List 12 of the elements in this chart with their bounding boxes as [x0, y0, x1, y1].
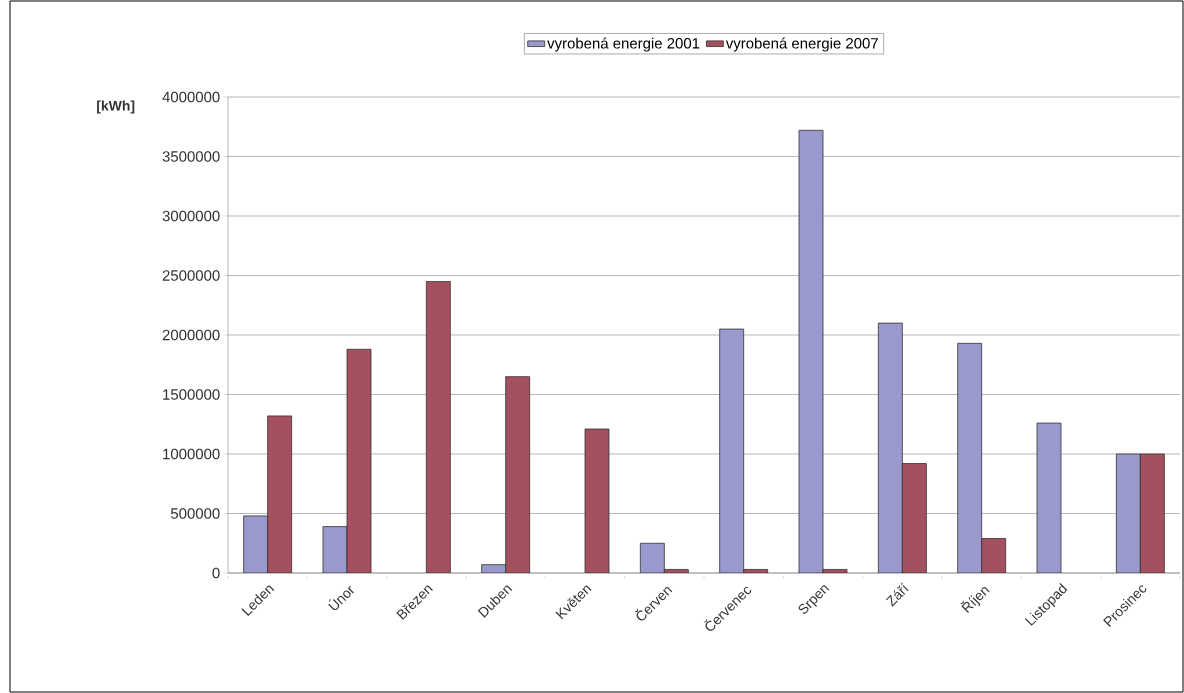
y-tick-label: 3000000 — [162, 210, 220, 222]
y-tick-label: 3500000 — [162, 151, 220, 162]
y-tick-label: 500000 — [170, 508, 220, 519]
y-tick-label: 1000000 — [163, 448, 220, 460]
legend-label: vyrobená energie 2001 — [547, 37, 700, 52]
y-tick-label: 2000000 — [162, 329, 220, 341]
y-tick-label: 0 — [212, 567, 220, 579]
y-axis-title: [kWh] — [97, 100, 135, 114]
y-tick-label: 1500000 — [163, 389, 220, 400]
legend-label: vyrobená energie 2007 — [725, 37, 878, 52]
y-tick-label: 4000000 — [162, 91, 220, 103]
y-tick-label: 2500000 — [162, 270, 220, 281]
